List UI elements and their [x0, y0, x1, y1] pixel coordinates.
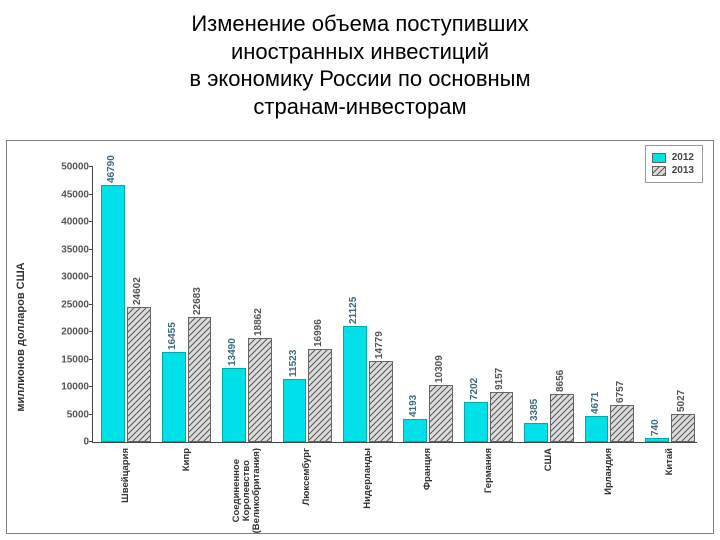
bar-value-label: 18862	[253, 308, 264, 336]
legend: 2012 2013	[645, 145, 703, 183]
bar-value-label: 11523	[288, 349, 299, 376]
legend-label-2013: 2013	[672, 165, 694, 176]
category-label: Кипр	[182, 448, 192, 471]
bar-value-label: 16996	[313, 319, 324, 347]
category-label: Люксембург	[302, 448, 312, 505]
category-label: Франция	[423, 448, 433, 490]
y-tick-label: 10000	[45, 382, 89, 393]
bar-value-label: 7202	[469, 378, 480, 400]
category-label: Китай	[665, 448, 675, 475]
y-tick-mark	[89, 221, 93, 222]
legend-item-2012: 2012	[652, 152, 694, 163]
bar-group: 72029157Германия	[464, 167, 514, 442]
bar-value-label: 3385	[529, 399, 540, 421]
bar-2013: 22683	[188, 317, 212, 442]
bar-value-label: 22683	[192, 287, 203, 315]
bar-2013: 14779	[369, 361, 393, 442]
bar-2012: 46790	[101, 185, 125, 442]
y-axis-label: миллионов долларов США	[15, 262, 27, 411]
bar-2013: 10309	[429, 385, 453, 442]
bar-value-label: 21125	[348, 297, 359, 324]
bar-2013: 9157	[490, 392, 514, 442]
chart-inner: миллионов долларов США 05000100001500020…	[7, 141, 713, 533]
bar-value-label: 46790	[106, 155, 117, 183]
bar-value-label: 4671	[590, 392, 601, 414]
bar-value-label: 16455	[167, 322, 178, 350]
bar-2013: 6757	[610, 405, 634, 442]
category-label: Нидерланды	[363, 448, 373, 509]
bar-value-label: 6757	[615, 381, 626, 403]
y-tick-label: 45000	[45, 189, 89, 200]
bar-value-label: 14779	[374, 331, 385, 359]
y-tick-mark	[89, 304, 93, 305]
bar-value-label: 24602	[132, 277, 143, 305]
y-tick-label: 50000	[45, 162, 89, 173]
bar-2012: 740	[645, 438, 669, 442]
y-tick-mark	[89, 359, 93, 360]
bar-2012: 4193	[403, 419, 427, 442]
bar-2012: 4671	[585, 416, 609, 442]
bar-group: 1645522683Кипр	[162, 167, 212, 442]
bar-2013: 18862	[248, 338, 272, 442]
y-tick-label: 40000	[45, 217, 89, 228]
legend-swatch-2013	[652, 166, 666, 176]
y-tick-label: 5000	[45, 409, 89, 420]
y-tick-label: 20000	[45, 327, 89, 338]
category-label: Ирландия	[604, 448, 614, 495]
category-label: СоединенноеКоролевство(Великобритания)	[232, 448, 262, 533]
bar-2012: 16455	[162, 352, 186, 443]
category-label: Германия	[484, 448, 494, 493]
y-tick-label: 30000	[45, 272, 89, 283]
bar-group: 2112514779Нидерланды	[343, 167, 393, 442]
bar-2013: 8656	[550, 394, 574, 442]
bar-2012: 3385	[524, 423, 548, 442]
bar-2013: 5027	[671, 414, 695, 442]
y-tick-mark	[89, 331, 93, 332]
legend-swatch-2012	[652, 153, 666, 163]
y-tick-label: 35000	[45, 244, 89, 255]
bar-group: 33858656США	[524, 167, 574, 442]
y-tick-label: 0	[45, 437, 89, 448]
bar-value-label: 8656	[555, 370, 566, 392]
y-tick-mark	[89, 249, 93, 250]
y-tick-label: 15000	[45, 354, 89, 365]
bar-2012: 7202	[464, 402, 488, 442]
bar-2012: 21125	[343, 326, 367, 442]
bar-value-label: 9157	[494, 367, 505, 389]
bar-value-label: 4193	[408, 395, 419, 417]
y-tick-mark	[89, 194, 93, 195]
bar-group: 4679024602Швейцария	[101, 167, 151, 442]
legend-item-2013: 2013	[652, 165, 694, 176]
bar-value-label: 5027	[676, 390, 687, 412]
bar-2012: 13490	[222, 368, 246, 442]
bar-group: 46716757Ирландия	[585, 167, 635, 442]
category-label: США	[544, 448, 554, 471]
y-tick-mark	[89, 414, 93, 415]
category-label: Швейцария	[121, 448, 131, 503]
bar-group: 1152316996Люксембург	[283, 167, 333, 442]
chart-title: Изменение объема поступившихиностранных …	[0, 0, 720, 124]
chart-frame: миллионов долларов США 05000100001500020…	[6, 140, 714, 534]
bar-2012: 11523	[283, 379, 307, 442]
y-tick-mark	[89, 166, 93, 167]
page: Изменение объема поступившихиностранных …	[0, 0, 720, 540]
bar-2013: 16996	[308, 349, 332, 442]
plot-area: 0500010000150002000025000300003500040000…	[92, 167, 697, 443]
bar-group: 7405027Китай	[645, 167, 695, 442]
y-tick-label: 25000	[45, 299, 89, 310]
bar-2013: 24602	[127, 307, 151, 442]
y-tick-mark	[89, 276, 93, 277]
y-tick-mark	[89, 441, 93, 442]
legend-label-2012: 2012	[672, 152, 694, 163]
bar-value-label: 13490	[227, 338, 238, 366]
bar-value-label: 10309	[434, 356, 445, 384]
bar-group: 419310309Франция	[403, 167, 453, 442]
y-tick-mark	[89, 386, 93, 387]
bar-group: 1349018862СоединенноеКоролевство(Великоб…	[222, 167, 272, 442]
bar-value-label: 740	[650, 419, 661, 436]
